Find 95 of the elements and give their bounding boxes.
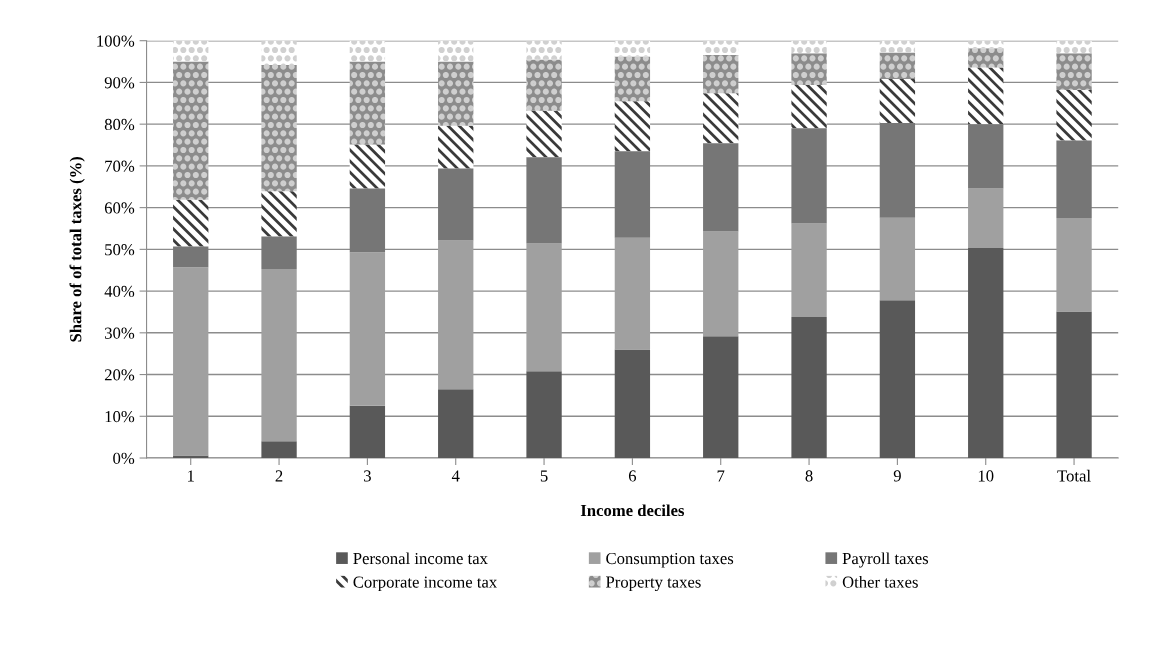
y-axis-title: Share of of total taxes (%) <box>69 156 85 342</box>
bar <box>791 128 827 224</box>
bar <box>349 144 386 189</box>
bar <box>349 61 386 145</box>
bar <box>614 349 651 459</box>
x-tick-label: Total <box>1057 469 1091 482</box>
bar <box>1056 311 1092 459</box>
legend-label: Personal income tax <box>353 552 488 565</box>
bar <box>438 168 474 241</box>
bar <box>879 217 916 301</box>
bar <box>614 101 651 152</box>
bar <box>438 61 474 126</box>
x-tick-label: 10 <box>978 470 994 482</box>
bar <box>261 268 297 442</box>
bar <box>791 223 827 317</box>
bar <box>879 300 916 459</box>
bar <box>173 61 209 200</box>
legend-label: Property taxes <box>606 576 701 592</box>
bar <box>879 52 916 80</box>
y-tick-label: 80% <box>104 118 135 131</box>
bar <box>261 40 297 65</box>
bar <box>173 199 209 247</box>
x-tick-label: 9 <box>893 470 901 482</box>
y-tick-label: 20% <box>104 369 135 381</box>
x-tick-label: 1 <box>188 470 194 482</box>
x-tick-label: 8 <box>805 470 813 482</box>
y-tick-label: 60% <box>104 202 135 214</box>
bar <box>791 316 827 459</box>
x-tick-label: 5 <box>540 470 548 482</box>
y-tick-label: 40% <box>104 285 135 298</box>
bar <box>261 191 297 237</box>
x-axis-title: Income deciles <box>580 504 685 517</box>
x-tick-label: 7 <box>717 470 725 482</box>
bar <box>968 248 1004 459</box>
bar <box>791 84 827 129</box>
bar <box>968 40 1004 49</box>
bar <box>173 246 209 268</box>
bar <box>526 371 562 459</box>
x-tick-label: 3 <box>364 470 371 482</box>
bar <box>703 231 739 337</box>
legend-label: Other taxes <box>842 576 918 588</box>
bar <box>703 40 739 55</box>
bar <box>879 40 916 53</box>
bar <box>349 188 386 253</box>
bar <box>703 93 739 144</box>
bar <box>349 405 386 459</box>
bar <box>173 40 209 62</box>
bar <box>261 441 297 459</box>
bar <box>968 48 1004 68</box>
y-tick-label: 90% <box>104 77 135 89</box>
bar <box>526 40 562 60</box>
bar <box>791 53 827 85</box>
bar <box>173 267 209 456</box>
bar <box>526 110 562 158</box>
bar <box>1056 140 1092 219</box>
bar <box>526 243 562 372</box>
bar <box>614 40 651 57</box>
y-tick-label: 70% <box>105 160 135 172</box>
bar <box>438 240 474 390</box>
bar <box>614 56 651 102</box>
bar <box>1056 53 1092 90</box>
bar <box>526 59 562 111</box>
y-tick-label: 100% <box>97 35 135 47</box>
bar <box>438 40 474 62</box>
bar <box>968 67 1004 125</box>
bar <box>261 64 297 192</box>
bar <box>703 336 739 459</box>
legend-label: Payroll taxes <box>842 552 929 568</box>
bar <box>879 122 916 218</box>
bar <box>791 40 827 54</box>
x-tick-label: 4 <box>451 470 460 482</box>
bar <box>438 389 474 459</box>
legend-label: Consumption taxes <box>606 552 734 568</box>
x-tick-label: 2 <box>275 470 283 482</box>
y-tick-label: 10% <box>105 410 135 423</box>
x-tick-label: 6 <box>628 470 637 482</box>
bar <box>1056 40 1092 54</box>
legend-label: Corporate income tax <box>353 576 497 592</box>
y-tick-label: 30% <box>105 327 135 339</box>
bar <box>614 237 651 350</box>
bar <box>968 124 1004 189</box>
bar <box>879 79 916 123</box>
bar <box>349 40 386 62</box>
bar <box>261 236 297 269</box>
bar <box>703 54 739 94</box>
y-tick-label: 0% <box>113 452 135 465</box>
bar <box>349 252 386 406</box>
bar <box>1056 218 1092 312</box>
bar <box>526 157 562 244</box>
bar <box>1056 89 1092 141</box>
bar <box>614 151 651 238</box>
y-tick-label: 50% <box>105 244 135 256</box>
bar <box>968 188 1004 249</box>
bar <box>703 143 739 232</box>
bar <box>438 125 474 169</box>
